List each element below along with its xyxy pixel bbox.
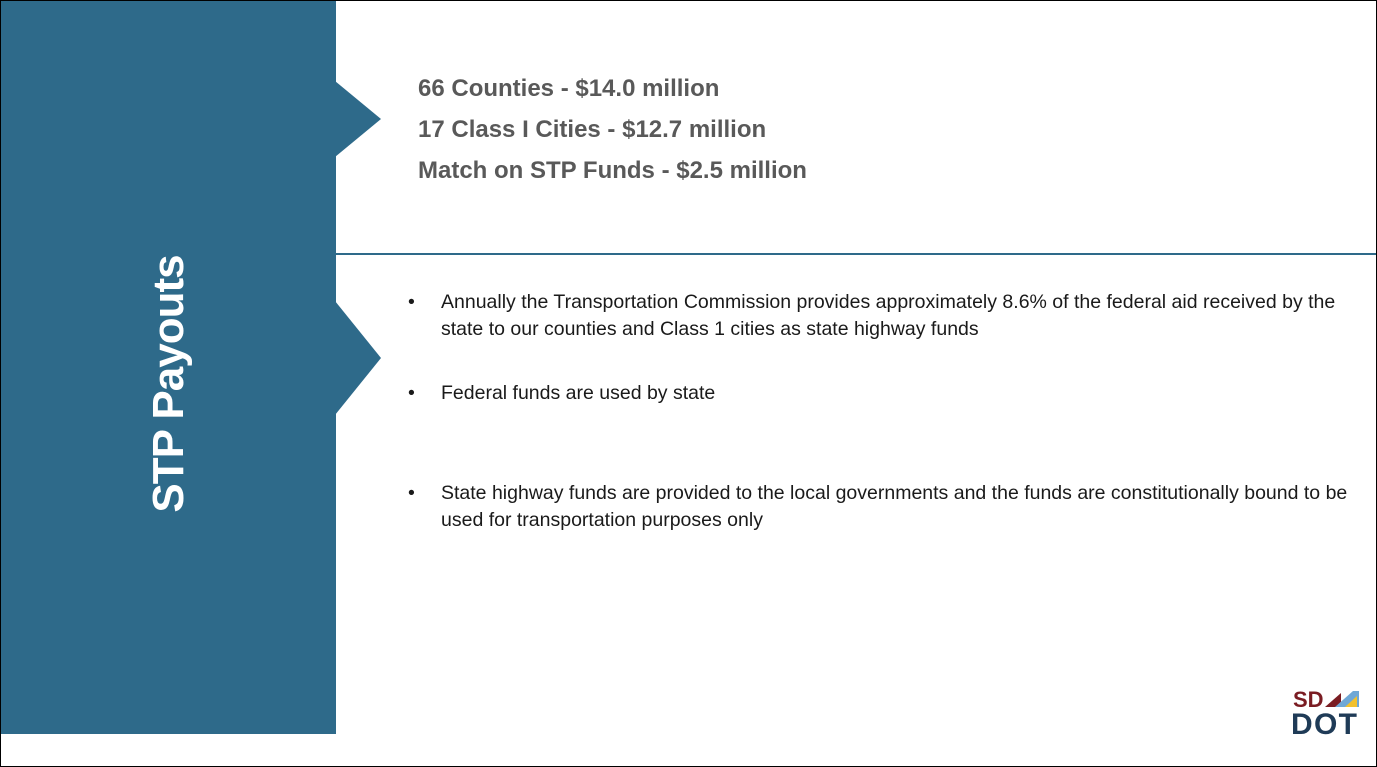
logo: SD DOT — [1291, 687, 1359, 737]
logo-bottom: DOT — [1291, 708, 1357, 737]
arrow — [335, 81, 381, 157]
logo-top: SD — [1293, 687, 1324, 712]
slide-title: STP Payouts — [144, 255, 193, 513]
summary-line: 66 Counties - $14.0 million — [418, 75, 720, 102]
summary-line: 17 Class I Cities - $12.7 million — [418, 116, 767, 143]
bullet: Federal funds are used by state — [408, 380, 1366, 407]
bullet: State highway funds are provided to the … — [408, 480, 1366, 534]
arrow — [335, 301, 381, 415]
summary-line: Match on STP Funds - $2.5 million — [418, 157, 807, 184]
side-panel — [1, 1, 336, 734]
logo-stripe — [1345, 696, 1357, 707]
divider — [336, 253, 1376, 255]
bullet: Annually the Transportation Commission p… — [408, 289, 1366, 343]
logo-stripe — [1325, 693, 1341, 707]
